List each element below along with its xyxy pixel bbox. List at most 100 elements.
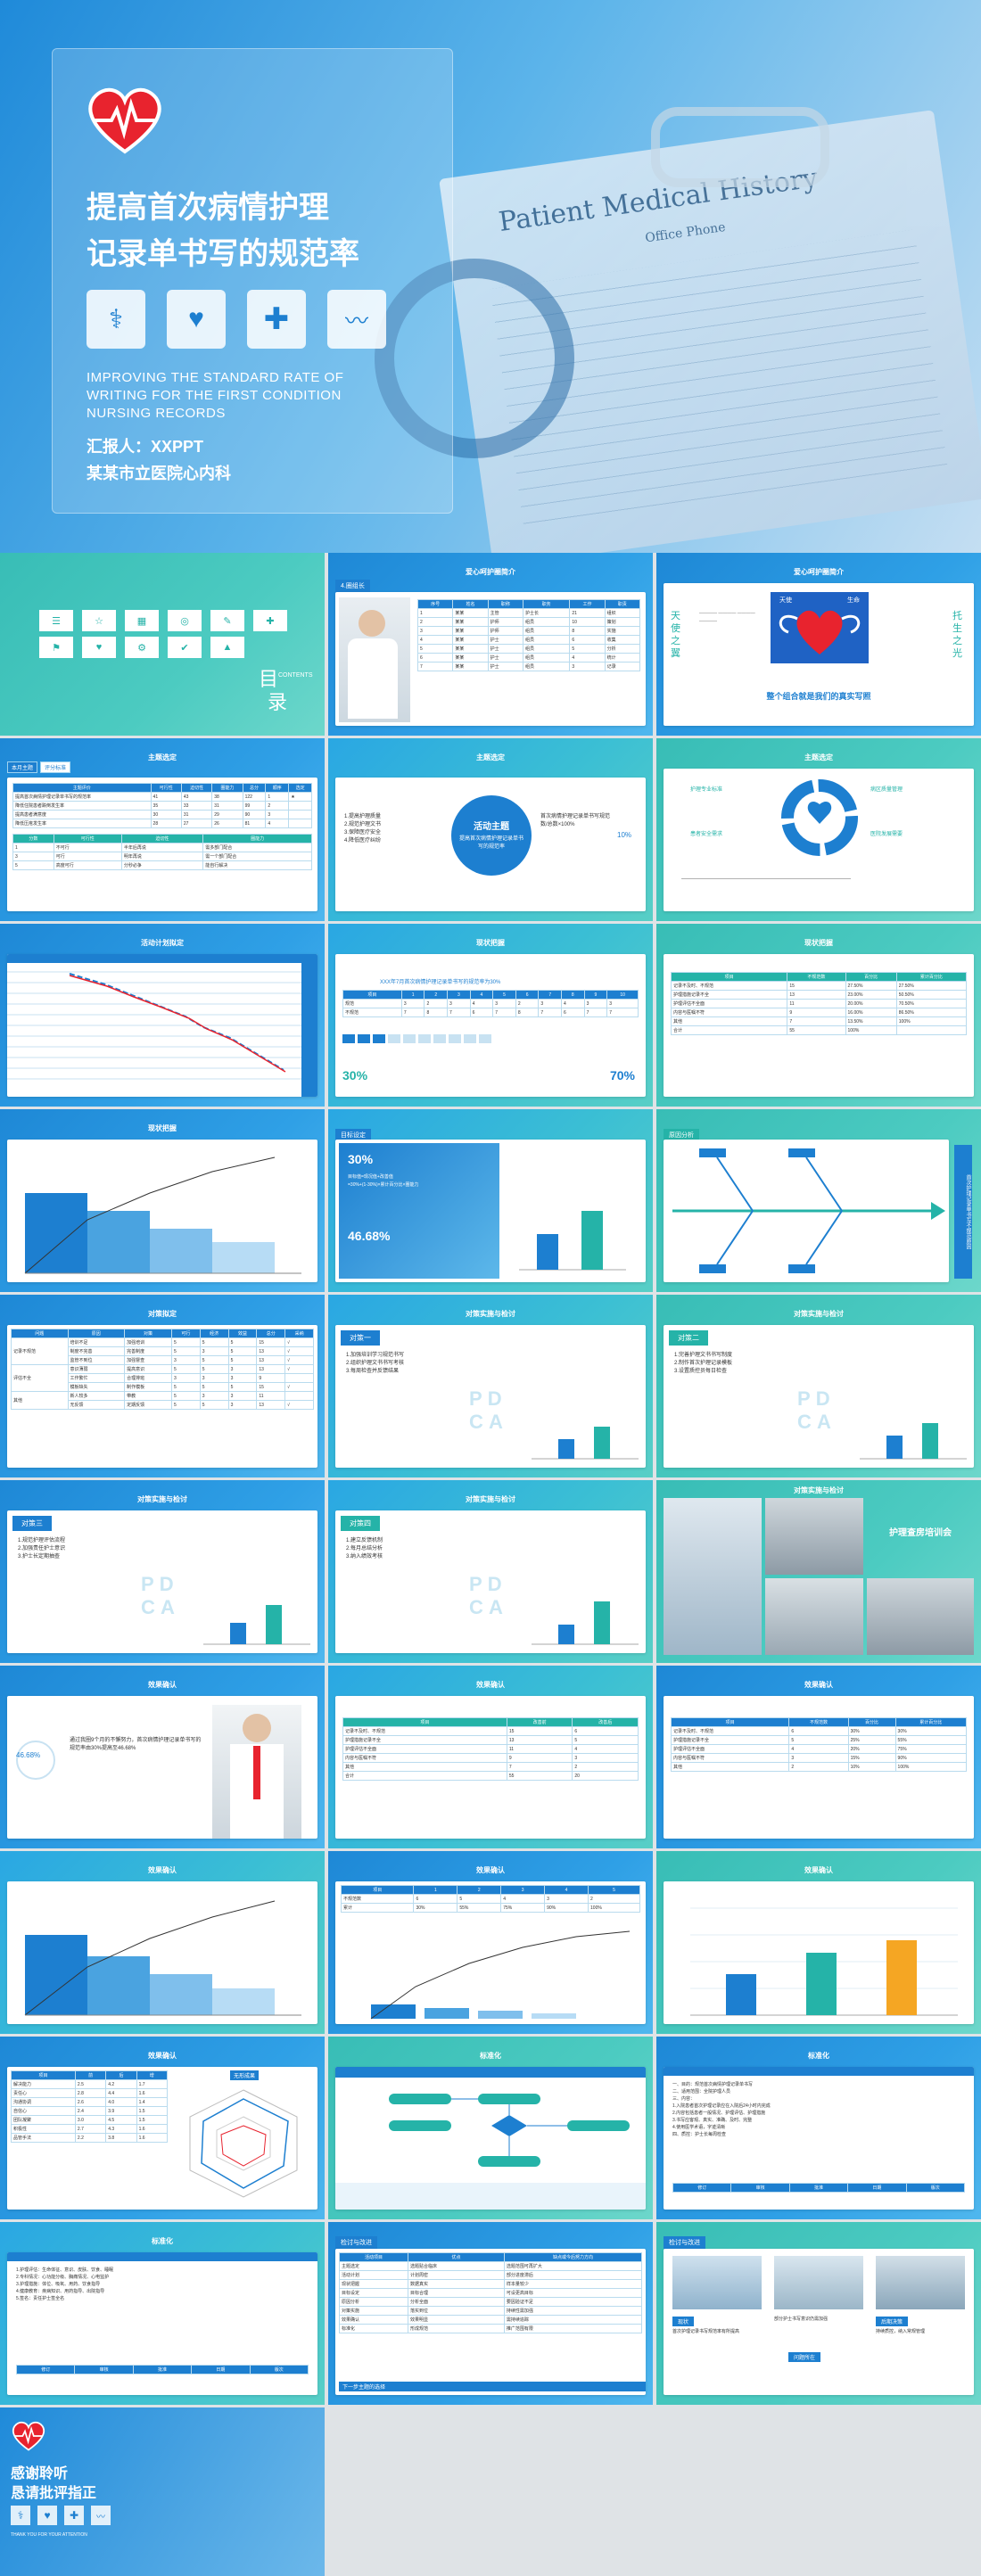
cover-en-2: WRITING FOR THE FIRST CONDITION (87, 388, 342, 403)
pareto-line (24, 1900, 276, 2016)
theme-desc: 提高首次病情护理记录单书写的规范率 (458, 836, 523, 850)
flow-chart (335, 2067, 646, 2210)
content-card: 对策二 1.完善护理文书书写制度 2.制作首次护理记录模板 3.设置质控员每日检查 … (664, 1325, 974, 1468)
slide-status-2: 现状把握 项目 不规范数 百分比 累计百分比 记录不及时、不规范 15 27.50% 27.… (656, 924, 981, 1107)
content-card: 项目 改善前 改善后 记录不及时、不规范 15 6 护理措施记录不全 13 5 护理评估不全… (335, 1696, 646, 1839)
slide-cause-analysis: 原因分析 首次护理记录单书写不规范原因 (656, 1109, 981, 1292)
slide-title: 对策实施与检讨 (466, 1495, 515, 1503)
toc-icon[interactable]: ▲ (210, 637, 244, 658)
tab-criteria[interactable]: 评分标准 (40, 761, 71, 773)
photo-meeting-1 (765, 1498, 863, 1575)
cover-icon-row: ⚕ ♥ ✚ 〰 (87, 290, 386, 349)
slide-title: 对策实施与检讨 (794, 1310, 844, 1318)
cover-title-2: 记录单书写的规范率 (87, 237, 359, 271)
cover-en-1: IMPROVING THE STANDARD RATE OF (87, 370, 344, 385)
thanks-en: THANK YOU FOR YOUR ATTENTION (11, 2532, 87, 2538)
slide-implement-1: 对策实施与检讨 对策一 1.加强培训学习规范书写 2.组织护理文书书写考核 3.每周… (328, 1295, 653, 1477)
status-table: 项目 不规范数 百分比 累计百分比 记录不及时、不规范 15 27.50% 27.50% 护… (670, 972, 968, 1035)
pct-target: 46.68% (348, 1229, 391, 1243)
toc-icon[interactable]: ⚑ (39, 637, 73, 658)
photo-meeting-2 (765, 1578, 863, 1655)
content-card: 30% 目标值=现况值+改善值 =30%+(1-30%)×累计百分比×圈能力 46… (335, 1140, 646, 1282)
thanks-slide: 感谢聆听 恳请批评指正 ⚕ ♥ ✚ 〰 THANK YOU FOR YOUR A… (0, 2407, 325, 2576)
side-text-left: 天使之翼 (671, 611, 680, 659)
toc-icon[interactable]: ◎ (168, 610, 202, 631)
pareto-bar (212, 1988, 275, 2015)
plan-label: 对策三 (12, 1516, 52, 1531)
slide-title: 效果确认 (148, 1866, 177, 1874)
slide-photos: 对策实施与检讨 护理查房培训会 (656, 1480, 981, 1663)
toc-icon[interactable]: ⚙ (125, 637, 159, 658)
slide-status-1: 现状把握 XXX年7月首次病情护理记录单书写的规范率为30% 项目 1 2 3 4 5 6 7… (328, 924, 653, 1107)
toc-icon[interactable]: ▦ (125, 610, 159, 631)
status-subtitle: XXX年7月首次病情护理记录单书写的规范率为30% (380, 980, 501, 985)
thanks-line-1: 感谢聆听 (11, 2466, 69, 2481)
content-card: XXX年7月首次病情护理记录单书写的规范率为30% 项目 1 2 3 4 5 6 7 8 9 10 … (335, 954, 646, 1097)
slide-title: 效果确认 (804, 1866, 833, 1874)
cover-title-1: 提高首次病情护理 (87, 191, 329, 225)
slide-title: 爱心呵护圈简介 (794, 568, 844, 576)
content-card: 现状 问题所在 后期决策 首次护理记录书写规范率有所提高 部分护士书写意识仍需加… (664, 2249, 974, 2395)
gantt-card (7, 954, 317, 1097)
plan-content: 1.建立反馈机制 2.每月总结分析 3.纳入绩效考核 (346, 1538, 383, 1560)
pareto-bar (150, 1229, 212, 1273)
tab-current[interactable]: 本月主题 (7, 761, 38, 773)
slide-team-logo: 爱心呵护圈简介 天使之翼 天使 生命 ———— ———— ———— ———— 托… (656, 553, 981, 736)
toc-icon[interactable]: ✚ (253, 610, 287, 631)
slide-target: 目标设定 30% 目标值=现况值+改善值 =30%+(1-30%)×累计百分比×圈… (328, 1109, 653, 1292)
photo-doctor (664, 1498, 762, 1655)
heart-organ-icon: ♥ (167, 290, 226, 349)
theme-definition: 首次病情护理记录单书写规范数/总数×100% (540, 814, 611, 827)
effect-circle (16, 1741, 55, 1780)
doctor-image (212, 1705, 301, 1839)
toc-icon[interactable]: ✎ (210, 610, 244, 631)
photo-banner: 护理查房培训会 (889, 1528, 952, 1538)
theme-pct: 10% (617, 831, 632, 839)
toc-icon[interactable]: ☰ (39, 610, 73, 631)
pareto-chart-after (24, 1900, 301, 2016)
signature-table: 修订 审核 批准 日期 版次 (15, 2365, 309, 2374)
slide-title: 效果确认 (148, 2052, 177, 2060)
content-card: 项目 不规范数 百分比 累计百分比 记录不及时、不规范 15 27.50% 27.50% 护… (664, 954, 974, 1097)
effect-compare-table: 项目 不规范数 百分比 累计百分比 记录不及时、不规范 6 30% 30% 护理措施记录不全… (670, 1717, 968, 1772)
slide-title: 对策实施与检讨 (137, 1495, 187, 1503)
cumulative-line (370, 1930, 631, 2020)
review-text-1: 首次护理记录书写规范率有所提高 (672, 2329, 740, 2334)
slide-title: 标准化 (480, 2052, 501, 2060)
effect-pct: 46.68% (16, 1751, 41, 1759)
pareto-bar (25, 1935, 87, 2015)
heart-wings-icon (779, 610, 861, 654)
content-card: 主题评价 可行性 迫切性 圈能力 总分 顺序 选定 提高首次病情护理记录单书写的规范率 41 4… (7, 778, 317, 911)
logo-image: 天使 生命 (771, 592, 869, 663)
toc-icon[interactable]: ☆ (82, 610, 116, 631)
toc-icon[interactable]: ✔ (168, 637, 202, 658)
effect-line-chart (370, 1930, 631, 2020)
review-table: 活动项目 优点 缺点或今后努力方向 主题选定 选题贴合临床 选题范围可再扩大 活动计划计… (338, 2252, 643, 2333)
review-photo-2 (774, 2256, 863, 2309)
logo-caption: 整个组合就是我们的真实写照 (766, 692, 871, 701)
slide-title: 爱心呵护圈简介 (466, 568, 515, 576)
review-label-2: 问题所在 (788, 2352, 821, 2362)
slide-effect-2: 效果确认 项目 改善前 改善后 记录不及时、不规范 15 6 护理措施记录不全 13 5 护… (328, 1666, 653, 1848)
countermeasure-table: 问题 原因 对策 可行 经济 效益 总分 采纳 记录不规范 培训不足 加强培训 5 5 5 15 √ 制度不… (11, 1329, 314, 1410)
plan-content: 1.加强培训学习规范书写 2.组织护理文书书写考核 3.每周检查并反馈结果 (346, 1353, 405, 1374)
slide-title: 现状把握 (148, 1124, 177, 1132)
toc-contents: CONTENTS (278, 672, 313, 679)
slide-title: 现状把握 (804, 939, 833, 947)
slide-title: 对策拟定 (148, 1310, 177, 1318)
plan-content: 1.完善护理文书书写制度 2.制作首次护理记录模板 3.设置质控员每日检查 (674, 1353, 733, 1374)
bar-after (886, 1940, 917, 2015)
pct-left: 30% (342, 1068, 368, 1082)
theme-label: 活动主题 (474, 822, 509, 832)
standard-content: 1.护理评估：生命体征、意识、皮肤、饮食、睡眠 2.专科情况：心功能分级、胸痛情况… (16, 2267, 114, 2301)
slide-title: 现状把握 (476, 939, 505, 947)
content-card: 一、目的：规范首次病情护理记录单书写 二、适用范围：全院护理人员 三、内容： 1.入院… (664, 2067, 974, 2210)
toc-icon[interactable]: ♥ (82, 637, 116, 658)
bar-before (726, 1974, 756, 2015)
slide-standardize-2: 标准化 一、目的：规范首次病情护理记录单书写 二、适用范围：全院护理人员 三、内容：… (656, 2037, 981, 2219)
